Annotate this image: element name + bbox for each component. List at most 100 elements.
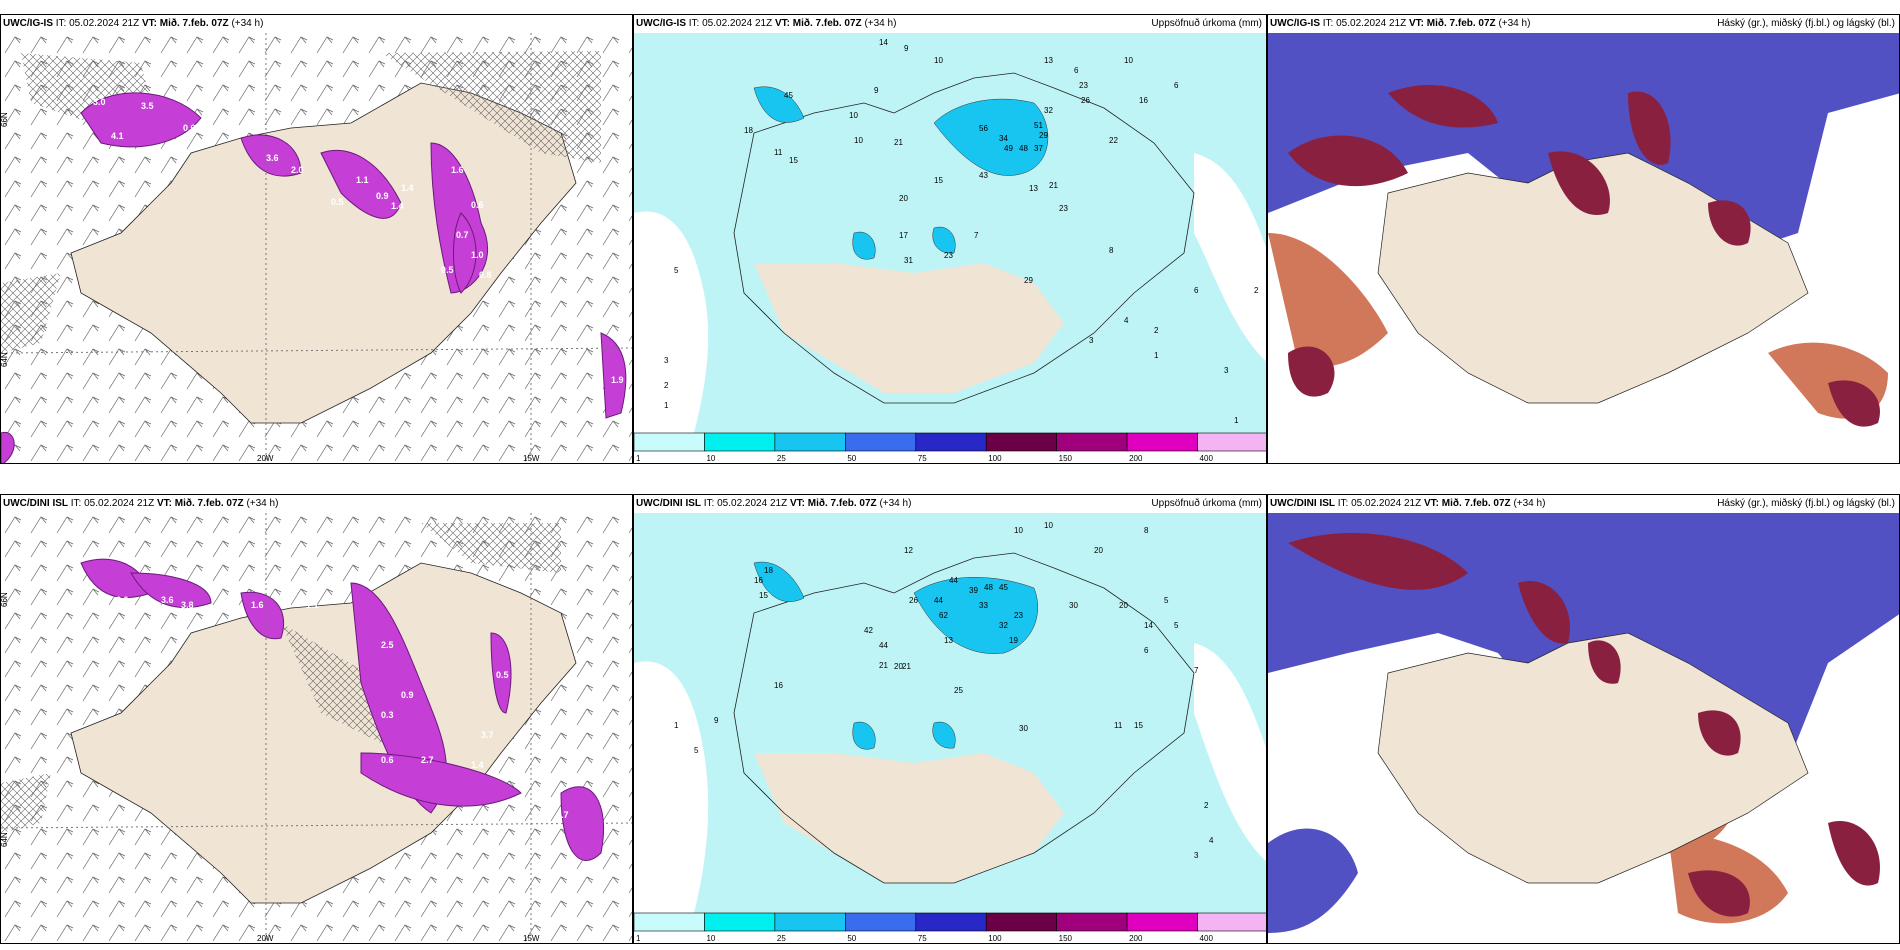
svg-text:0.8: 0.8 xyxy=(479,270,492,280)
svg-text:7: 7 xyxy=(974,231,979,240)
svg-text:15: 15 xyxy=(789,156,798,165)
svg-text:1: 1 xyxy=(1234,416,1239,425)
svg-text:3: 3 xyxy=(1224,366,1229,375)
svg-text:11: 11 xyxy=(774,148,783,157)
map-panel-clouds-ig-is: UWC/IG-IS IT: 05.02.2024 21Z VT: Mið. 7.… xyxy=(1267,14,1900,464)
snow-map-svg: 3.0 3.50.6 4.13.62.0 1.10.91.4 0.51.60.6 … xyxy=(1,33,632,463)
lat-label-66n: 66N xyxy=(1,112,9,127)
cloud-map xyxy=(1268,33,1899,463)
svg-text:0.6: 0.6 xyxy=(183,123,196,133)
legend-tick-label: 100 xyxy=(988,934,1002,943)
legend-tick-label: 150 xyxy=(1059,454,1073,463)
svg-text:32: 32 xyxy=(999,621,1008,630)
snow-map: 2.0 3.6 3.8 1.6 1.1 2.5 0.9 0.3 0.6 2.7 1.4 3.7 … xyxy=(1,513,632,943)
legend-tick-label: 25 xyxy=(777,454,786,463)
svg-text:12: 12 xyxy=(904,546,913,555)
svg-text:3: 3 xyxy=(1194,851,1199,860)
svg-text:3.6: 3.6 xyxy=(161,595,174,605)
svg-text:3.5: 3.5 xyxy=(141,101,154,111)
legend-tick-label: 10 xyxy=(706,934,715,943)
legend-swatch xyxy=(915,912,987,932)
map-panel-precip-ig-is: UWC/IG-IS IT: 05.02.2024 21Z VT: Mið. 7.… xyxy=(633,14,1267,464)
lon-label-15w: 15W xyxy=(523,454,540,463)
legend-tick-label: 400 xyxy=(1200,934,1214,943)
panel-header: UWC/IG-IS IT: 05.02.2024 21Z VT: Mið. 7.… xyxy=(1270,18,1531,29)
legend-swatch xyxy=(1056,432,1128,452)
legend-swatch xyxy=(1126,432,1198,452)
svg-text:42: 42 xyxy=(864,626,873,635)
lon-label-20w: 20W xyxy=(257,934,274,943)
svg-text:23: 23 xyxy=(1014,611,1023,620)
svg-text:45: 45 xyxy=(784,91,793,100)
legend-swatch xyxy=(915,432,987,452)
svg-text:8: 8 xyxy=(1109,246,1114,255)
svg-text:23: 23 xyxy=(944,251,953,260)
svg-text:39: 39 xyxy=(969,586,978,595)
legend-swatch xyxy=(704,432,776,452)
svg-text:4: 4 xyxy=(1124,316,1129,325)
panel-title: Háský (gr.), miðský (fj.bl.) og lágský (… xyxy=(1717,18,1895,29)
panel-title: Háský (gr.), miðský (fj.bl.) og lágský (… xyxy=(1717,498,1895,509)
svg-text:21: 21 xyxy=(902,662,911,671)
precip-legend: 1 10 25 50 75 100 150 200 400 xyxy=(634,431,1266,463)
panel-header: UWC/DINI ISL IT: 05.02.2024 21Z VT: Mið.… xyxy=(3,498,279,509)
svg-text:49: 49 xyxy=(1004,144,1013,153)
iceland-outline xyxy=(733,552,1195,884)
svg-text:4: 4 xyxy=(1209,836,1214,845)
svg-text:2: 2 xyxy=(1154,326,1159,335)
svg-text:3.7: 3.7 xyxy=(481,730,494,740)
svg-text:2: 2 xyxy=(664,381,669,390)
precip-map: 14 9 10 13 6 10 23 26 6 16 45 10 22 9 10 18 11 15 56 34… xyxy=(634,33,1266,433)
snow-map-svg: 2.0 3.6 3.8 1.6 1.12.5 0.90.30.6 2.7 1.43.7 … xyxy=(1,513,632,943)
precip-map: 10 12 10 20 8 16 15 14 44 13 26 20 39 48 45 62 44 33 3… xyxy=(634,513,1266,913)
svg-text:6: 6 xyxy=(1194,286,1199,295)
legend-svg: 1 10 25 50 75 100 150 200 400 xyxy=(634,432,1266,463)
svg-text:2.7: 2.7 xyxy=(421,755,434,765)
legend-swatch xyxy=(634,912,705,932)
svg-text:30: 30 xyxy=(1019,724,1028,733)
svg-text:20: 20 xyxy=(894,662,903,671)
svg-text:3: 3 xyxy=(1089,336,1094,345)
legend-tick-label: 50 xyxy=(847,454,856,463)
svg-text:11: 11 xyxy=(1114,721,1123,730)
cloud-map-svg xyxy=(1268,33,1899,463)
svg-text:1: 1 xyxy=(664,401,669,410)
precip-legend: 1 10 25 50 75 100 150 200 400 xyxy=(634,911,1266,943)
legend-swatch xyxy=(634,432,705,452)
svg-text:26: 26 xyxy=(909,596,918,605)
svg-text:2.5: 2.5 xyxy=(381,640,394,650)
legend-tick-label: 25 xyxy=(777,934,786,943)
svg-text:62: 62 xyxy=(939,611,948,620)
svg-text:44: 44 xyxy=(949,576,958,585)
svg-text:10: 10 xyxy=(1014,526,1023,535)
panel-title: Uppsöfnuð úrkoma (mm) xyxy=(1151,18,1262,29)
svg-text:16: 16 xyxy=(1139,96,1148,105)
legend-tick-label: 150 xyxy=(1059,934,1073,943)
legend-swatch xyxy=(1126,912,1198,932)
panel-header: UWC/DINI ISL IT: 05.02.2024 21Z VT: Mið.… xyxy=(636,498,912,509)
svg-text:5: 5 xyxy=(674,266,679,275)
svg-text:23: 23 xyxy=(1079,81,1088,90)
legend-swatch xyxy=(985,432,1057,452)
legend-tick-label: 400 xyxy=(1200,454,1214,463)
lat-label-64n: 64N xyxy=(1,352,9,367)
svg-text:3: 3 xyxy=(664,356,669,365)
svg-text:31: 31 xyxy=(904,256,913,265)
legend-swatch xyxy=(1056,912,1128,932)
svg-text:3.6: 3.6 xyxy=(266,153,279,163)
snow-value-labels: 2.0 3.6 3.8 1.6 1.12.5 0.90.30.6 2.7 1.43.7 … xyxy=(116,595,569,835)
legend-swatch xyxy=(845,912,917,932)
svg-text:1.4: 1.4 xyxy=(391,201,404,211)
svg-text:45: 45 xyxy=(999,583,1008,592)
svg-text:1: 1 xyxy=(1154,351,1159,360)
svg-text:1.4: 1.4 xyxy=(401,183,414,193)
svg-text:2.0: 2.0 xyxy=(116,595,129,605)
svg-text:9: 9 xyxy=(714,716,719,725)
panel-title: Uppsöfnuð úrkoma (mm) xyxy=(1151,498,1262,509)
svg-text:14: 14 xyxy=(879,38,888,47)
svg-text:6: 6 xyxy=(1144,646,1149,655)
map-panel-snow-ig-is: UWC/IG-IS IT: 05.02.2024 21Z VT: Mið. 7.… xyxy=(0,14,633,464)
svg-text:44: 44 xyxy=(934,596,943,605)
